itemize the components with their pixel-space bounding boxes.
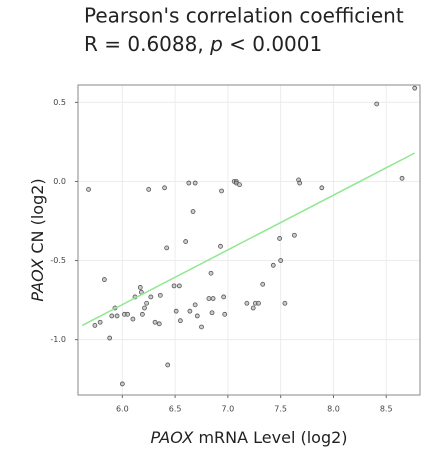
x-tick-label: 6.5 [169, 405, 182, 414]
data-point [319, 185, 325, 191]
data-point [139, 311, 145, 317]
regression-line [81, 152, 416, 327]
data-point [190, 209, 196, 214]
data-point [250, 305, 256, 311]
data-point [157, 292, 163, 298]
data-point [208, 270, 214, 276]
data-point [177, 318, 183, 324]
data-point [206, 296, 212, 301]
data-point [152, 319, 158, 325]
data-point [244, 300, 250, 306]
data-point [109, 313, 115, 319]
data-point [270, 262, 276, 268]
data-point [194, 313, 200, 319]
data-point [399, 175, 405, 181]
label-part: mRNA Level (log2) [193, 428, 347, 447]
chart-title: Pearson's correlation coefficient [84, 4, 404, 28]
data-point [186, 180, 192, 186]
data-point [209, 310, 215, 316]
data-point [86, 186, 91, 192]
data-point [148, 294, 154, 300]
subtitle-part: p [209, 32, 223, 56]
data-point [282, 300, 288, 306]
plot-area: 6.0 6.5 7.0 7.5 8.0 8.5 0.5 0.0 -0.5 -1.0 [50, 84, 421, 414]
data-point [192, 302, 198, 308]
y-tick-label: 0.0 [53, 177, 66, 186]
data-point [187, 308, 193, 314]
data-point [173, 308, 179, 314]
data-point [297, 180, 303, 186]
data-point [164, 245, 170, 251]
data-point [218, 243, 223, 249]
data-point [291, 232, 297, 238]
data-point [165, 362, 171, 368]
data-point [156, 321, 162, 327]
label-part: PAOX [28, 258, 47, 302]
subtitle-part: R = 0.6088, [84, 32, 210, 56]
data-point [176, 283, 182, 289]
x-tick-label: 7.0 [222, 405, 235, 414]
y-axis-label: PAOX CN (log2) [28, 178, 47, 301]
x-tick-label: 8.5 [380, 405, 393, 414]
data-point [210, 296, 216, 301]
label-part: PAOX [150, 428, 194, 447]
data-point [142, 305, 147, 311]
data-point [107, 335, 113, 341]
data-point [256, 300, 261, 306]
subtitle-part: < 0.0001 [223, 32, 322, 56]
data-point [125, 311, 131, 317]
y-tick-label: -0.5 [50, 256, 66, 265]
chart-subtitle: R = 0.6088, p < 0.0001 [84, 32, 322, 56]
x-tick-label: 7.5 [274, 405, 287, 414]
data-point [277, 236, 283, 241]
y-tick-label: -1.0 [50, 335, 66, 344]
data-point [412, 85, 418, 91]
x-tick-label: 8.0 [327, 405, 340, 414]
data-point [162, 185, 167, 191]
data-point [119, 381, 125, 387]
data-point [171, 283, 177, 289]
x-tick-label: 6.0 [116, 405, 129, 414]
data-point [278, 258, 284, 263]
data-point [97, 319, 103, 325]
data-point [222, 311, 228, 317]
data-point [92, 323, 98, 328]
data-point [260, 281, 266, 287]
data-point [146, 186, 152, 192]
label-part: CN (log2) [28, 178, 47, 258]
data-point [221, 294, 227, 300]
data-point [237, 182, 242, 188]
data-point [144, 300, 150, 306]
data-point [199, 324, 204, 330]
data-point [183, 239, 189, 244]
data-point [374, 101, 380, 107]
data-point [137, 285, 143, 290]
data-point [130, 316, 136, 322]
x-axis-label: PAOX mRNA Level (log2) [150, 428, 347, 447]
data-point [192, 180, 198, 186]
data-point [114, 313, 120, 319]
y-tick-label: 0.5 [53, 98, 66, 107]
data-point [101, 277, 107, 282]
data-point [219, 188, 224, 194]
plot-frame [77, 84, 421, 396]
